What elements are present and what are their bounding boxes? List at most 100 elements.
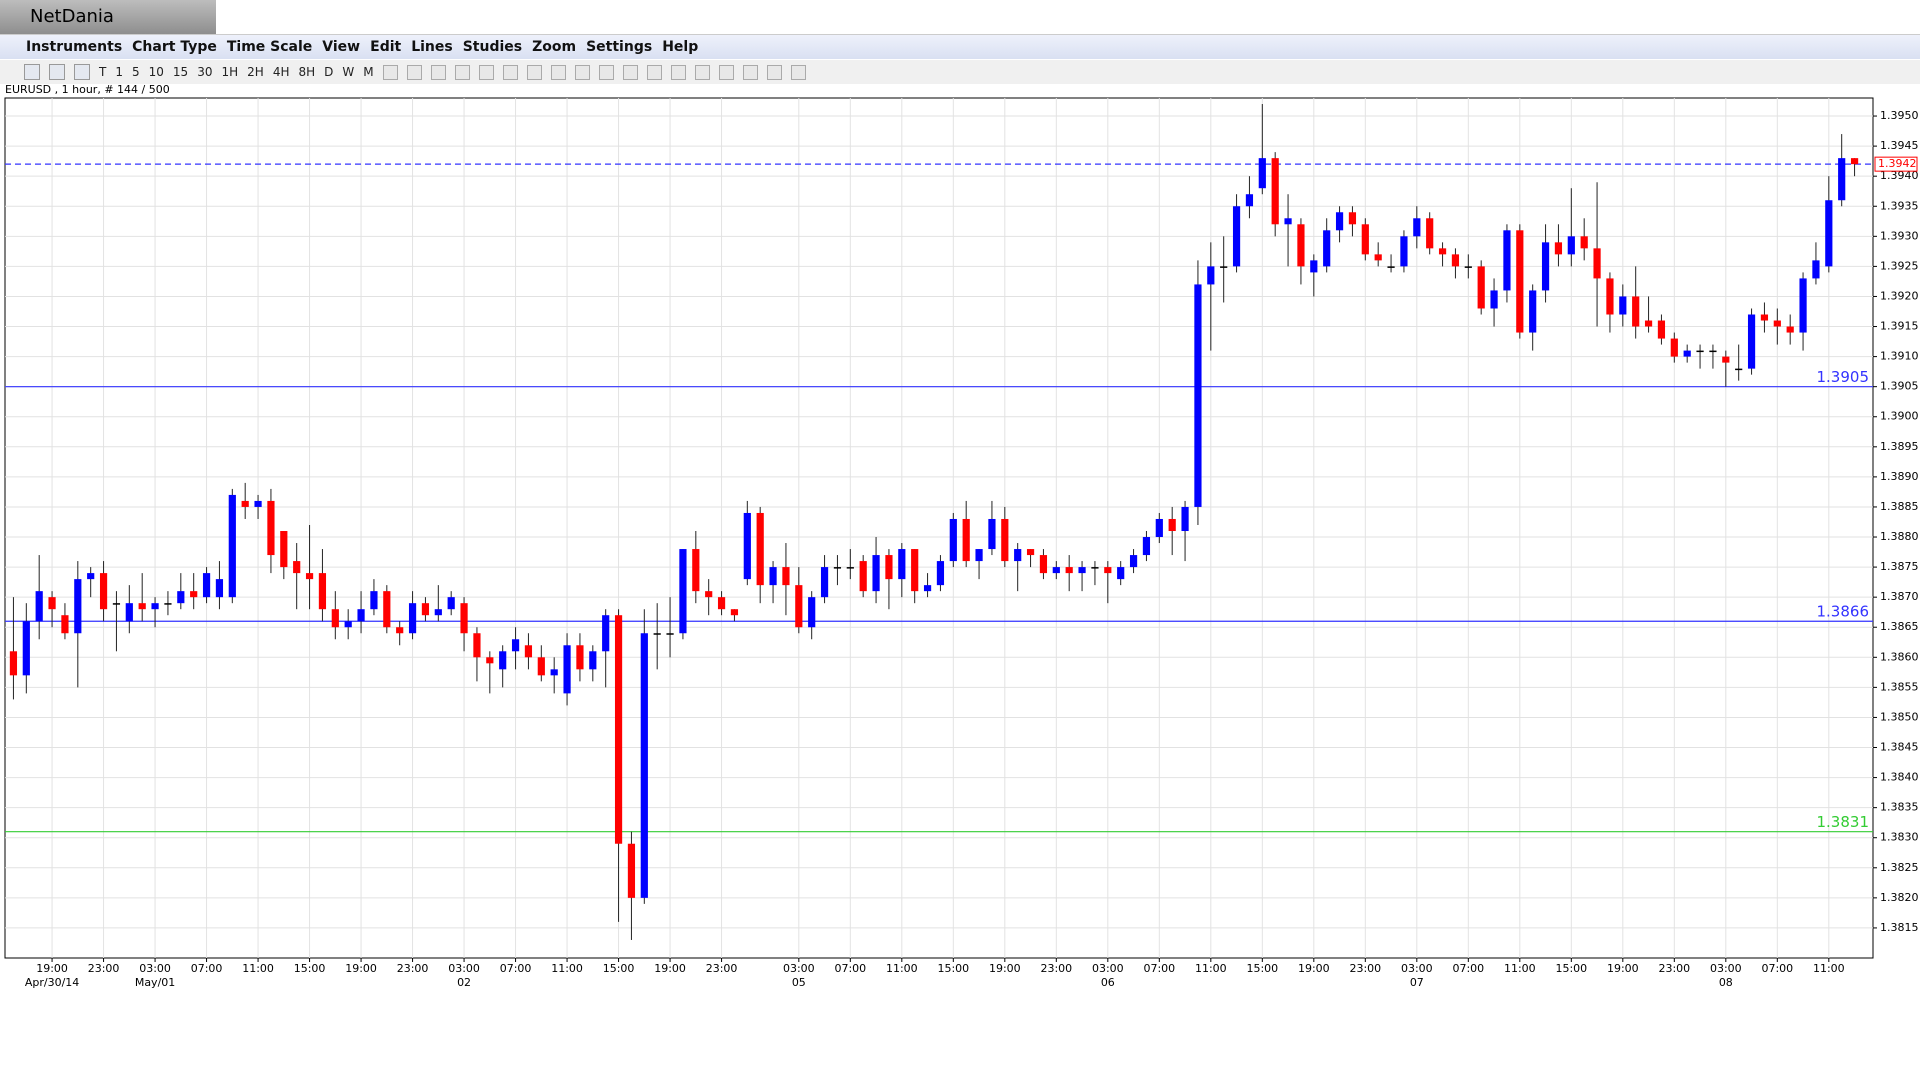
- candle-body: [1825, 200, 1833, 267]
- toolbar-icon[interactable]: [766, 64, 782, 80]
- candle-body: [434, 609, 442, 616]
- toolbar-icon[interactable]: [406, 64, 422, 80]
- menu-item[interactable]: Zoom: [532, 39, 577, 55]
- x-tick-label: 07:00: [1452, 962, 1484, 975]
- candle-body: [138, 603, 146, 610]
- candle-body: [1413, 218, 1421, 237]
- candle-body: [215, 579, 224, 598]
- toolbar-icon[interactable]: [670, 64, 686, 80]
- candle-body: [743, 512, 751, 580]
- toolbar-icon[interactable]: [49, 64, 65, 80]
- toolbar-button[interactable]: T: [99, 65, 107, 79]
- candle-body: [1129, 555, 1138, 568]
- candle-body: [949, 518, 957, 562]
- candle-body: [293, 561, 301, 574]
- menu-item[interactable]: Lines: [411, 39, 453, 55]
- candle-body: [254, 500, 262, 507]
- y-tick-label: 1.3935: [1880, 199, 1919, 212]
- toolbar-button[interactable]: 1H: [221, 65, 239, 79]
- toolbar-icon[interactable]: [502, 64, 518, 80]
- candle-body: [923, 585, 932, 592]
- candle-body: [1747, 314, 1756, 369]
- y-tick-label: 1.3815: [1880, 921, 1919, 934]
- toolbar-button[interactable]: 4H: [272, 65, 290, 79]
- candle-body: [1039, 555, 1048, 574]
- toolbar-icon[interactable]: [430, 64, 446, 80]
- toolbar-button[interactable]: 5: [131, 65, 140, 79]
- candle-body: [563, 645, 571, 694]
- candle-body: [1644, 320, 1653, 327]
- candle-body: [1220, 266, 1228, 268]
- toolbar-icon[interactable]: [454, 64, 470, 80]
- candle-body: [1438, 248, 1447, 255]
- toolbar-button[interactable]: 1: [115, 65, 123, 79]
- toolbar-icon[interactable]: [694, 64, 710, 80]
- candle-body: [1014, 549, 1022, 562]
- candle-body: [1503, 230, 1511, 291]
- menu-item[interactable]: Studies: [462, 39, 523, 55]
- toolbar-button[interactable]: 8H: [298, 65, 316, 79]
- toolbar-button[interactable]: 10: [148, 65, 164, 79]
- candle-body: [99, 573, 108, 610]
- toolbar-icon[interactable]: [790, 64, 806, 80]
- menu-item[interactable]: Instruments: [26, 39, 123, 55]
- menu-item[interactable]: Chart Type: [132, 39, 217, 55]
- toolbar-icon[interactable]: [526, 64, 542, 80]
- candle-body: [833, 567, 842, 569]
- toolbar: T 1 5 10 15 30 1H 2H 4H 8H D W M: [0, 60, 1920, 84]
- x-tick-label: 23:00: [397, 962, 429, 975]
- x-tick-label: 03:00: [448, 962, 480, 975]
- toolbar-icon[interactable]: [574, 64, 590, 80]
- toolbar-icon[interactable]: [24, 64, 40, 80]
- menu-item[interactable]: Time Scale: [226, 39, 313, 55]
- candle-body: [305, 573, 314, 580]
- toolbar-icon[interactable]: [382, 64, 398, 80]
- x-tick-label: 03:00: [1401, 962, 1433, 975]
- toolbar-icon[interactable]: [550, 64, 566, 80]
- toolbar-icon[interactable]: [718, 64, 734, 80]
- x-tick-label: 03:00: [1710, 962, 1742, 975]
- toolbar-button[interactable]: 30: [197, 65, 213, 79]
- menu-item[interactable]: View: [322, 39, 361, 55]
- toolbar-button[interactable]: W: [342, 65, 355, 79]
- menu-item[interactable]: Settings: [586, 39, 653, 55]
- toolbar-button[interactable]: 15: [172, 65, 189, 79]
- candle-body: [1683, 350, 1691, 357]
- toolbar-icon[interactable]: [646, 64, 662, 80]
- menu-item[interactable]: Help: [662, 39, 699, 55]
- candle-body: [988, 518, 996, 550]
- title-bar: NetDania FinanceChart: [0, 0, 1920, 61]
- candle-body: [1657, 320, 1666, 339]
- x-tick-label: 23:00: [706, 962, 738, 975]
- candle-body: [1091, 567, 1099, 569]
- candle-body: [614, 615, 623, 844]
- candle-body: [1348, 212, 1357, 225]
- toolbar-icon[interactable]: [742, 64, 758, 80]
- menu-item[interactable]: Edit: [370, 39, 402, 55]
- x-tick-label: 03:00: [139, 962, 171, 975]
- x-date-label: 06: [1101, 976, 1115, 989]
- candle-body: [975, 549, 983, 562]
- toolbar-button[interactable]: M: [363, 65, 374, 79]
- candle-body: [1529, 290, 1537, 333]
- candle-body: [524, 645, 533, 658]
- x-tick-label: 11:00: [1504, 962, 1536, 975]
- candle-body: [1181, 506, 1189, 532]
- candle-body: [1117, 567, 1125, 580]
- candle-body: [911, 549, 919, 592]
- toolbar-icon[interactable]: [598, 64, 614, 80]
- candle-body: [846, 567, 854, 569]
- candle-body: [9, 651, 18, 676]
- candle-body: [1335, 212, 1344, 231]
- toolbar-button[interactable]: 2H: [247, 65, 264, 79]
- x-date-label: May/01: [135, 976, 175, 989]
- toolbar-icon[interactable]: [478, 64, 494, 80]
- toolbar-icon[interactable]: [622, 64, 638, 80]
- toolbar-button[interactable]: D: [324, 65, 334, 79]
- candle-body: [885, 555, 893, 580]
- toolbar-icon[interactable]: [74, 64, 90, 80]
- x-tick-label: 15:00: [603, 962, 635, 975]
- candle-body: [730, 609, 739, 616]
- window-tab[interactable]: NetDania FinanceChart: [0, 0, 216, 61]
- candle-body: [35, 591, 43, 622]
